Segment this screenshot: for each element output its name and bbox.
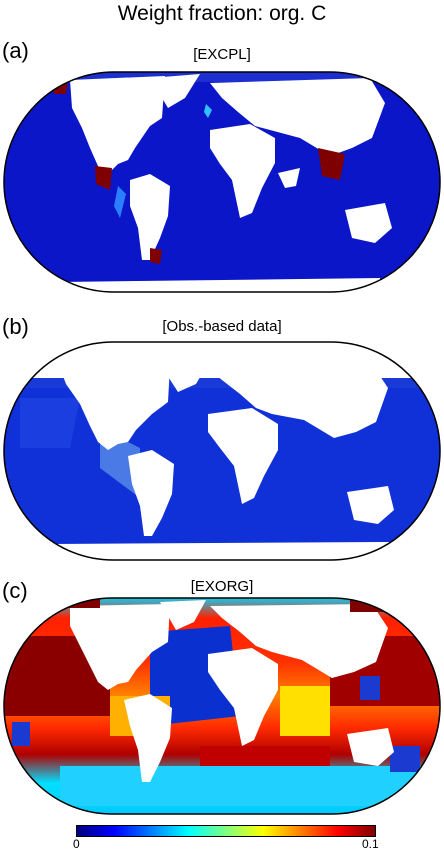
panel-b-title: [Obs.-based data] bbox=[162, 318, 282, 335]
panel-c-letter: (c) bbox=[2, 578, 28, 603]
figure-title: Weight fraction: org. C bbox=[117, 2, 327, 25]
panel-b-letter: (b) bbox=[2, 314, 29, 339]
colorbar-min-label: 0 bbox=[73, 837, 80, 851]
colorbar bbox=[76, 825, 376, 837]
panel-c-title: [EXORG] bbox=[190, 578, 254, 595]
colorbar-max-label: 0.1 bbox=[362, 837, 379, 851]
map-panel-c bbox=[3, 597, 441, 815]
panel-a-letter: (a) bbox=[2, 38, 29, 63]
panel-a-title: [EXCPL] bbox=[193, 46, 251, 63]
map-panel-a bbox=[3, 71, 441, 293]
map-panel-b bbox=[3, 341, 441, 561]
